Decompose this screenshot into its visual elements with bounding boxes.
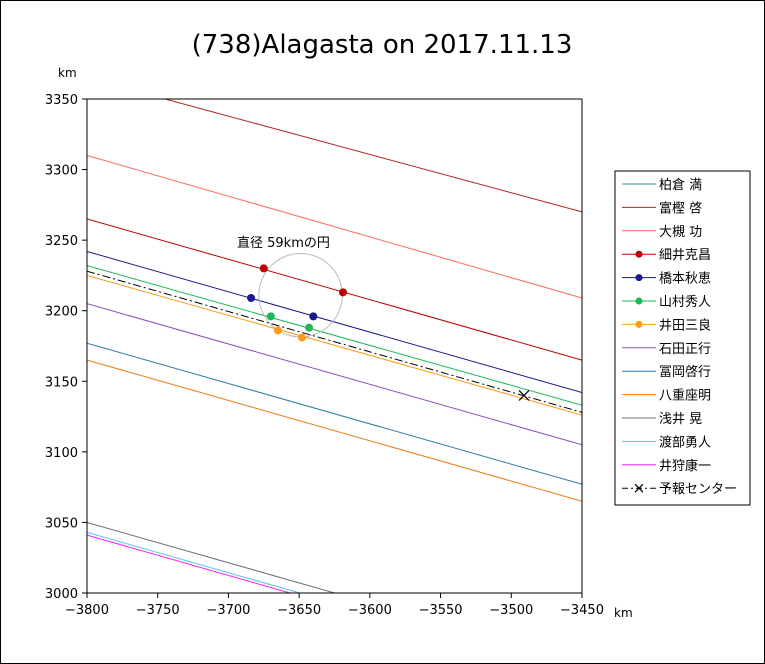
- series-line-10: [87, 521, 337, 593]
- series-line-4: [87, 250, 582, 394]
- chart-title: (738)Alagasta on 2017.11.13: [192, 30, 573, 60]
- chord-point-6: [297, 333, 306, 342]
- x-tick-label: −3500: [489, 603, 533, 618]
- legend-label-7: 石田正行: [659, 342, 711, 357]
- series-line-1: [163, 99, 582, 213]
- chord-point-4: [309, 312, 318, 321]
- x-tick-label: −3600: [348, 603, 392, 618]
- y-tick-label: 3250: [45, 234, 78, 249]
- series-line-2: [87, 154, 582, 299]
- legend-marker-4: [635, 274, 643, 282]
- series-line-12: [87, 534, 292, 593]
- x-tick-label: −3700: [206, 603, 250, 618]
- chord-point-4: [247, 294, 256, 303]
- diameter-circle: [258, 252, 343, 338]
- y-tick-label: 3050: [45, 516, 78, 531]
- series-line-13: [87, 270, 582, 413]
- legend-label-9: 八重座明: [659, 388, 711, 404]
- x-axis-unit: km: [614, 606, 633, 620]
- y-tick-label: 3350: [45, 93, 78, 108]
- legend-label-13: 予報センター: [659, 482, 737, 497]
- y-tick-label: 3200: [45, 305, 78, 320]
- plot-area-border: [86, 98, 583, 594]
- x-tick-label: −3650: [277, 603, 321, 618]
- series-lines: [87, 99, 582, 593]
- legend-label-0: 柏倉 満: [659, 178, 702, 193]
- y-tick-label: 3000: [45, 587, 78, 602]
- legend-label-4: 橋本秋恵: [659, 272, 711, 287]
- chord-point-5: [266, 312, 275, 321]
- legend-marker-3: [635, 250, 643, 258]
- chord-point-3: [338, 288, 347, 297]
- legend-label-12: 井狩康一: [659, 458, 711, 474]
- chord-point-5: [305, 323, 314, 332]
- diameter-circle-layer: [258, 252, 343, 338]
- series-line-8: [87, 342, 582, 485]
- legend-label-11: 渡部勇人: [659, 434, 711, 450]
- x-tick-label: −3800: [65, 603, 109, 618]
- legend-label-3: 細井克昌: [659, 248, 711, 263]
- series-line-5: [87, 265, 582, 406]
- legend-label-8: 冨岡啓行: [659, 365, 711, 380]
- chord-point-6: [273, 326, 282, 335]
- legend-marker-6: [635, 320, 643, 328]
- series-line-3: [87, 218, 582, 361]
- x-tick-label: −3450: [560, 603, 604, 618]
- y-axis-unit: km: [58, 66, 77, 80]
- chord-points: [247, 264, 530, 401]
- series-line-11: [87, 531, 302, 593]
- legend-label-1: 富樫 啓: [659, 200, 702, 216]
- legend-label-2: 大槻 功: [659, 224, 702, 240]
- legend: 柏倉 満富樫 啓大槻 功細井克昌橋本秋恵山村秀人井田三良石田正行冨岡啓行八重座明…: [614, 170, 751, 506]
- y-tick-label: 3300: [45, 164, 78, 179]
- series-line-6: [87, 274, 582, 416]
- legend-label-5: 山村秀人: [659, 295, 711, 310]
- x-tick-label: −3750: [136, 603, 180, 618]
- legend-box: [614, 170, 751, 506]
- y-tick-label: 3100: [45, 446, 78, 461]
- circle-annotation: 直径 59kmの円: [237, 236, 330, 251]
- chord-point-3: [259, 264, 268, 273]
- series-line-7: [87, 303, 582, 446]
- axis-ticks: −3800 −3750 −3700 −3650 −3600 −3550 −3500 −3450…: [45, 93, 604, 618]
- legend-marker-13: [634, 483, 644, 493]
- center-x-mark: [518, 389, 530, 401]
- legend-label-6: 井田三良: [659, 317, 711, 333]
- legend-marker-5: [635, 297, 643, 305]
- x-tick-label: −3550: [419, 603, 463, 618]
- y-tick-label: 3150: [45, 375, 78, 390]
- legend-label-10: 浅井 晃: [659, 412, 702, 427]
- series-line-9: [87, 359, 582, 502]
